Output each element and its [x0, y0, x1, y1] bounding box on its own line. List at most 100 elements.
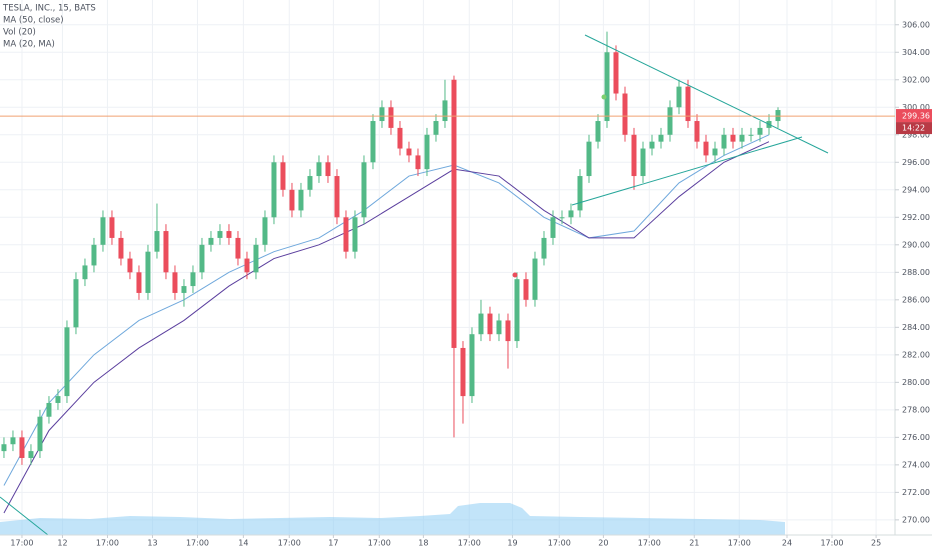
candle-body	[145, 251, 151, 293]
candle-body	[199, 244, 205, 273]
candle-body	[685, 86, 691, 122]
candle-body	[298, 189, 304, 211]
candle-body	[694, 121, 700, 142]
legend-entry: Vol (20)	[3, 28, 36, 38]
x-tick-label: 17:00	[96, 539, 119, 548]
candle-body	[487, 313, 493, 335]
candle-body	[676, 86, 682, 108]
x-tick-label: 17:00	[638, 539, 661, 548]
countdown-label: 14:22	[902, 124, 925, 133]
x-tick-label: 12	[57, 539, 67, 548]
x-tick-label: 14	[238, 539, 248, 548]
candle-body	[496, 320, 502, 335]
y-tick-label: 280.00	[902, 378, 930, 387]
candle-body	[10, 437, 16, 445]
candle-body	[775, 110, 781, 122]
candle-body	[172, 272, 178, 293]
signal-dot	[601, 94, 607, 100]
x-tick-label: 17:00	[10, 539, 33, 548]
candle-body	[577, 176, 583, 211]
candle-body	[1, 444, 7, 452]
candle-body	[217, 231, 223, 238]
candle-body	[712, 148, 718, 156]
candle-body	[478, 313, 484, 335]
x-tick-label: 25	[871, 539, 881, 548]
x-tick-label: 17	[328, 539, 338, 548]
candle-body	[730, 134, 736, 142]
signal-dot	[512, 272, 518, 278]
y-tick-label: 296.00	[902, 158, 930, 167]
x-tick-label: 17:00	[186, 539, 209, 548]
y-tick-label: 278.00	[902, 405, 930, 414]
candle-body	[514, 279, 520, 342]
x-tick-label: 18	[418, 539, 428, 548]
candle-body	[388, 107, 394, 128]
candle-body	[469, 334, 475, 397]
candle-body	[622, 93, 628, 135]
candle-body	[289, 189, 295, 211]
y-tick-label: 288.00	[902, 268, 930, 277]
candle-body	[19, 437, 25, 458]
y-tick-label: 302.00	[902, 75, 930, 84]
candle-body	[568, 210, 574, 218]
volume-area	[0, 503, 785, 535]
candle-body	[613, 52, 619, 94]
candle-body	[316, 162, 322, 177]
candle-body	[460, 347, 466, 397]
x-tick-label: 13	[147, 539, 157, 548]
y-tick-label: 292.00	[902, 213, 930, 222]
candle-body	[325, 162, 331, 177]
candle-body	[46, 402, 52, 417]
candle-body	[667, 107, 673, 135]
candle-body	[82, 265, 88, 280]
last-price-label: 299.36	[902, 112, 930, 121]
x-tick-label: 17:00	[820, 539, 843, 548]
candle-body	[307, 176, 313, 190]
candle-body	[379, 107, 385, 122]
candle-body	[280, 162, 286, 190]
x-tick-label: 19	[507, 539, 517, 548]
candle-body	[532, 258, 538, 300]
candle-body	[757, 127, 763, 135]
candle-body	[55, 396, 61, 403]
x-tick-label: 17:00	[278, 539, 301, 548]
candle-body	[550, 217, 556, 238]
x-tick-label: 24	[782, 539, 792, 548]
x-tick-label: 17:00	[728, 539, 751, 548]
candle-body	[136, 272, 142, 293]
candle-body	[361, 162, 367, 218]
candle-body	[181, 286, 187, 293]
candle-body	[604, 52, 610, 122]
candle-body	[163, 231, 169, 273]
candle-body	[28, 451, 34, 458]
candle-body	[64, 327, 70, 397]
candle-body	[100, 217, 106, 245]
y-tick-label: 276.00	[902, 433, 930, 442]
trend-line	[571, 136, 803, 206]
moving-averages	[3, 134, 770, 514]
y-tick-label: 298.00	[902, 130, 930, 139]
candle-body	[415, 155, 421, 170]
candle-body	[451, 79, 457, 348]
legend-entry: MA (50, close)	[3, 16, 64, 26]
y-tick-label: 294.00	[902, 185, 930, 194]
candle-body	[253, 244, 259, 273]
candle-body	[649, 141, 655, 149]
candle-body	[334, 176, 340, 218]
trend-line	[0, 496, 49, 536]
grid	[0, 0, 895, 535]
candle-body	[397, 127, 403, 149]
candles	[1, 31, 781, 465]
y-tick-label: 284.00	[902, 323, 930, 332]
candle-body	[235, 237, 241, 259]
candle-body	[244, 258, 250, 273]
candle-body	[595, 121, 601, 142]
candle-body	[523, 279, 529, 300]
candle-body	[226, 231, 232, 238]
legend-entry: MA (20, MA)	[3, 40, 55, 50]
x-tick-label: 20	[598, 539, 608, 548]
ma-line	[3, 134, 770, 486]
candle-body	[73, 279, 79, 328]
